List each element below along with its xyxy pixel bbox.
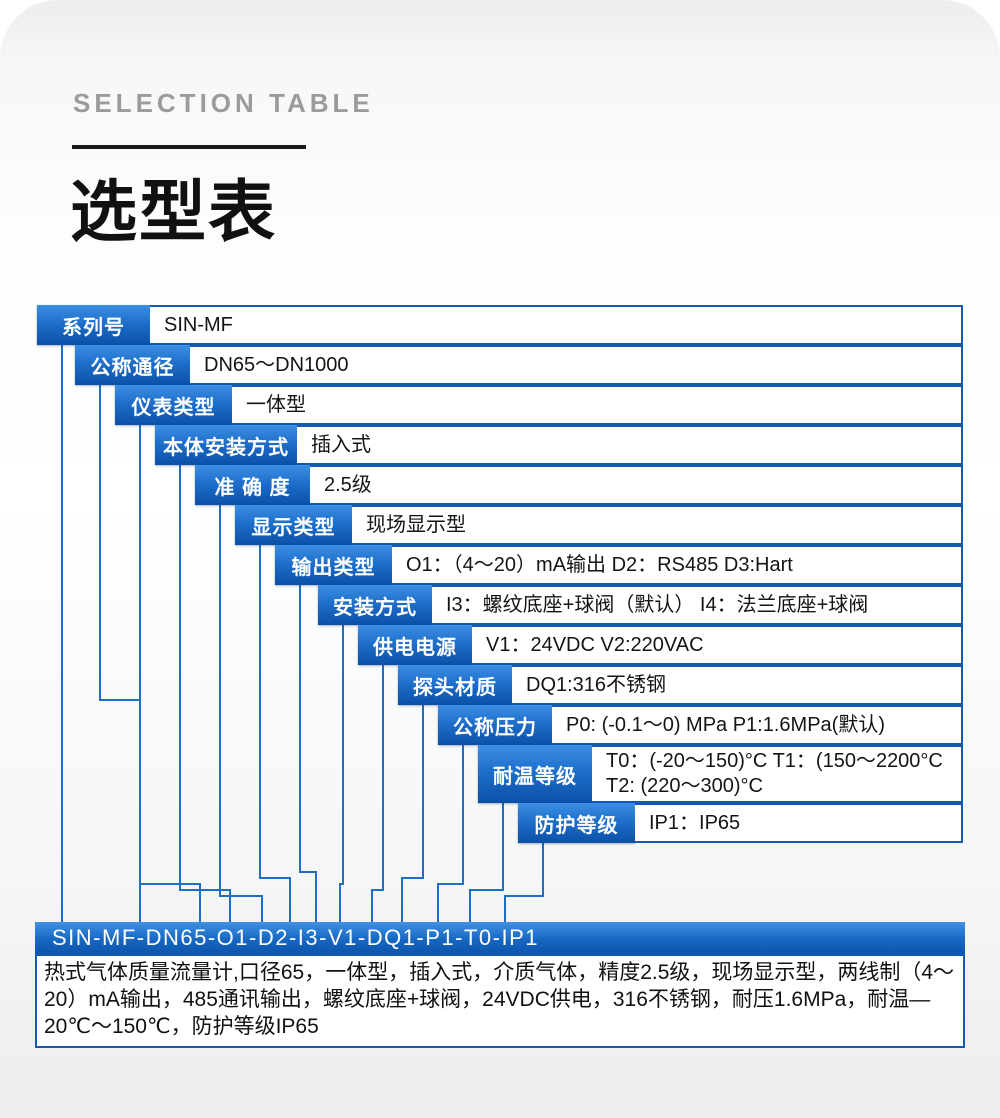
connector-line — [179, 455, 231, 923]
connector-line — [504, 833, 544, 923]
connector-line — [259, 535, 291, 923]
row-value-text: V1：24VDC V2:220VAC — [486, 633, 704, 656]
row-value-text: DQ1:316不锈钢 — [526, 673, 667, 696]
row-value: I3：螺纹底座+球阀（默认） I4：法兰底座+球阀 — [432, 585, 963, 625]
row-label: 仪表类型 — [115, 385, 232, 425]
table-row: 准 确 度 2.5级 — [195, 465, 963, 505]
row-label: 输出类型 — [275, 545, 392, 585]
table-row: 公称压力 P0: (-0.1～0) MPa P1:1.6MPa(默认) — [438, 705, 963, 745]
row-value-text: T0：(-20～150)°C T1：(150～2200°C — [606, 750, 943, 772]
row-value: 一体型 — [232, 385, 963, 425]
row-value: IP1：IP65 — [635, 803, 963, 843]
row-value-text: O1：（4～20）mA输出 D2：RS485 D3:Hart — [406, 553, 793, 576]
row-label: 准 确 度 — [195, 465, 310, 505]
row-label: 公称通径 — [75, 345, 190, 385]
section-eyebrow: SELECTION TABLE — [73, 88, 374, 118]
row-value-text: DN65～DN1000 — [204, 353, 349, 376]
connector-line — [219, 495, 263, 923]
row-label: 探头材质 — [398, 665, 512, 705]
table-row: 本体安装方式 插入式 — [155, 425, 963, 465]
table-row: 公称通径 DN65～DN1000 — [75, 345, 963, 385]
table-row: 仪表类型 一体型 — [115, 385, 963, 425]
connector-line — [299, 575, 317, 923]
row-value-text-2: T2: (220～300)°C — [606, 775, 763, 797]
connector-line — [469, 775, 504, 923]
connector-line — [339, 615, 344, 923]
row-value-text: SIN-MF — [164, 313, 233, 336]
row-value: SIN-MF — [150, 305, 963, 345]
row-value: DN65～DN1000 — [190, 345, 963, 385]
row-label: 系列号 — [37, 305, 150, 345]
row-value-text: 现场显示型 — [366, 513, 466, 536]
row-label: 防护等级 — [518, 803, 635, 843]
model-description: 热式气体质量流量计,口径65，一体型，插入式，介质气体，精度2.5级，现场显示型… — [35, 954, 965, 1048]
row-label: 显示类型 — [235, 505, 352, 545]
page-title: 选型表 — [70, 175, 277, 250]
row-value-text: 2.5级 — [324, 473, 372, 496]
table-row: 耐温等级 T0：(-20～150)°C T1：(150～2200°C T2: (22… — [478, 745, 963, 803]
row-value-text: I3：螺纹底座+球阀（默认） I4：法兰底座+球阀 — [446, 593, 869, 616]
row-value-text: 一体型 — [246, 393, 306, 416]
row-label: 供电电源 — [358, 625, 472, 665]
connector-line — [99, 375, 141, 923]
connector-line — [371, 655, 384, 923]
row-value: 插入式 — [297, 425, 963, 465]
table-row: 输出类型 O1：（4～20）mA输出 D2：RS485 D3:Hart — [275, 545, 963, 585]
table-row: 系列号 SIN-MF — [37, 305, 963, 345]
row-label: 安装方式 — [318, 585, 432, 625]
row-value-text: 插入式 — [311, 433, 371, 456]
connector-line — [401, 695, 424, 923]
header-divider — [72, 145, 306, 149]
row-value: 2.5级 — [310, 465, 963, 505]
table-row: 显示类型 现场显示型 — [235, 505, 963, 545]
row-label: 耐温等级 — [478, 745, 592, 803]
connector-line — [139, 415, 201, 923]
table-row: 探头材质 DQ1:316不锈钢 — [398, 665, 963, 705]
table-row: 安装方式 I3：螺纹底座+球阀（默认） I4：法兰底座+球阀 — [318, 585, 963, 625]
row-value: 现场显示型 — [352, 505, 963, 545]
connector-line — [437, 735, 464, 923]
row-value-text: P0: (-0.1～0) MPa P1:1.6MPa(默认) — [566, 713, 885, 736]
row-value: DQ1:316不锈钢 — [512, 665, 963, 705]
row-value: V1：24VDC V2:220VAC — [472, 625, 963, 665]
row-value: T0：(-20～150)°C T1：(150～2200°C T2: (220～30… — [592, 745, 963, 803]
row-value: P0: (-0.1～0) MPa P1:1.6MPa(默认) — [552, 705, 963, 745]
row-value: O1：（4～20）mA输出 D2：RS485 D3:Hart — [392, 545, 963, 585]
table-row: 供电电源 V1：24VDC V2:220VAC — [358, 625, 963, 665]
table-row: 防护等级 IP1：IP65 — [518, 803, 963, 843]
row-value-text: IP1：IP65 — [649, 811, 741, 834]
model-code-bar: SIN-MF-DN65-O1-D2-I3-V1-DQ1-P1-T0-IP1 — [35, 922, 965, 954]
row-label: 本体安装方式 — [155, 425, 297, 465]
row-label: 公称压力 — [438, 705, 552, 745]
